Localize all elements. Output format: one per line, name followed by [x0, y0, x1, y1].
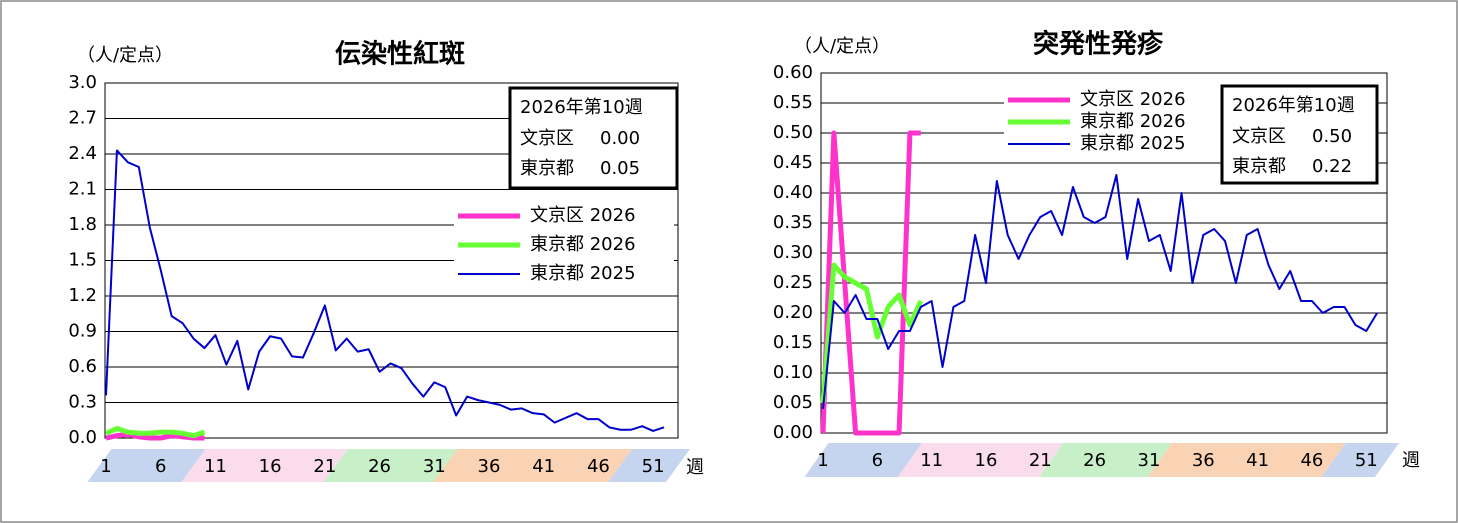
y-tick-label: 0.25 [773, 272, 813, 293]
legend-label: 東京都 2026 [1080, 111, 1186, 132]
y-tick-label: 0.35 [773, 212, 813, 233]
series-line [105, 426, 206, 439]
series-line [105, 431, 205, 441]
x-tick-label: 51 [1355, 450, 1378, 471]
y-tick-label: 0.60 [773, 62, 813, 83]
series-line [820, 262, 924, 404]
y-tick-label: 1.2 [68, 285, 97, 306]
x-tick-label: 6 [155, 456, 166, 477]
y-tick-label: 0.00 [773, 422, 813, 443]
y-tick-label: 0.45 [773, 152, 813, 173]
info-label: 東京都 [520, 158, 574, 179]
x-tick-label: 31 [1138, 450, 1161, 471]
season-band [433, 449, 633, 482]
season-band [804, 443, 922, 477]
x-tick-label: 1 [100, 456, 111, 477]
info-title: 2026年第10週 [1232, 95, 1355, 116]
x-tick-label: 26 [1083, 450, 1106, 471]
y-tick-label: 0.40 [773, 182, 813, 203]
season-band [1039, 443, 1172, 477]
y-tick-label: 0.3 [68, 392, 97, 413]
x-axis-label: 週 [686, 457, 704, 478]
legend-label: 東京都 2025 [1080, 133, 1186, 154]
x-tick-label: 6 [872, 450, 883, 471]
y-tick-label: 0.15 [773, 332, 813, 353]
legend-label: 東京都 2025 [530, 263, 636, 284]
x-tick-label: 11 [920, 450, 943, 471]
series-line [820, 130, 921, 436]
y-tick-label: 3.0 [68, 72, 97, 93]
info-label: 文京区 [1232, 126, 1286, 147]
info-label: 文京区 [520, 128, 574, 149]
info-box [1220, 84, 1379, 185]
season-band [87, 449, 206, 482]
y-tick-label: 1.5 [68, 250, 97, 271]
legend-label: 文京区 2026 [1080, 89, 1186, 110]
y-tick-label: 0.9 [68, 321, 97, 342]
info-value: 0.22 [1312, 156, 1352, 177]
y-tick-label: 0.0 [68, 427, 97, 448]
legend-label: 文京区 2026 [530, 205, 636, 226]
x-tick-label: 36 [1192, 450, 1215, 471]
x-tick-label: 36 [478, 456, 501, 477]
legend-label: 東京都 2026 [530, 234, 636, 255]
y-tick-label: 0.05 [773, 392, 813, 413]
x-tick-label: 51 [642, 456, 665, 477]
series-line [822, 174, 1378, 410]
chart-title: 伝染性紅斑 [335, 40, 465, 70]
x-tick-label: 41 [532, 456, 555, 477]
y-tick-label: 0.20 [773, 302, 813, 323]
x-tick-label: 11 [204, 456, 227, 477]
x-tick-label: 31 [423, 456, 446, 477]
x-tick-label: 41 [1246, 450, 1269, 471]
x-axis-label: 週 [1402, 450, 1420, 471]
season-band [897, 443, 1064, 477]
season-band [181, 449, 348, 482]
x-tick-label: 46 [1300, 450, 1323, 471]
info-label: 東京都 [1232, 156, 1286, 177]
info-box [508, 86, 679, 190]
x-tick-label: 1 [817, 450, 828, 471]
info-value: 0.05 [600, 158, 640, 179]
y-tick-label: 2.1 [68, 179, 97, 200]
y-tick-label: 2.4 [68, 143, 97, 164]
y-tick-label: 2.7 [68, 108, 97, 129]
info-value: 0.00 [600, 128, 640, 149]
chart-title: 突発性発疹 [1033, 29, 1164, 60]
x-tick-label: 21 [313, 456, 336, 477]
y-tick-label: 0.50 [773, 122, 813, 143]
season-band [608, 449, 690, 482]
info-value: 0.50 [1312, 126, 1352, 147]
info-title: 2026年第10週 [520, 97, 643, 118]
season-band [323, 449, 458, 482]
x-tick-label: 16 [259, 456, 282, 477]
y-tick-label: 0.30 [773, 242, 813, 263]
y-tick-label: 0.10 [773, 362, 813, 383]
series-line [105, 149, 665, 432]
x-tick-label: 26 [368, 456, 391, 477]
y-tick-label: 1.8 [68, 214, 97, 235]
x-tick-label: 16 [975, 450, 998, 471]
y-axis-label: （人/定点） [794, 36, 890, 57]
season-band [1321, 443, 1399, 477]
x-tick-label: 46 [587, 456, 610, 477]
y-tick-label: 0.6 [68, 356, 97, 377]
season-band [1147, 443, 1346, 477]
y-axis-label: （人/定点） [77, 45, 173, 66]
x-tick-label: 21 [1029, 450, 1052, 471]
y-tick-label: 0.55 [773, 92, 813, 113]
